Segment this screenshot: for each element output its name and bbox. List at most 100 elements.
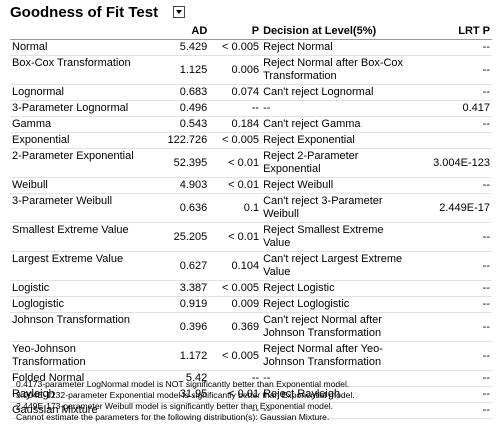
table-cell: Reject 2-Parameter Exponential (261, 148, 416, 178)
distribution-name: Johnson Transformation (10, 312, 154, 342)
table-cell (154, 402, 210, 419)
distribution-name: Normal (10, 39, 154, 56)
fit-table: AD P Decision at Level(5%) LRT P Normal 5.42… (10, 24, 492, 419)
table-cell: Reject Exponential (261, 132, 416, 149)
note-line: 2.449E-173-parameter Weibull model is si… (16, 401, 334, 411)
table-cell: 1.172 (154, 341, 210, 371)
table-cell: Can't reject Largest Extreme Value (261, 251, 416, 281)
table-cell: 0.009 (209, 296, 262, 313)
column-header: AD (154, 24, 210, 40)
table-cell: -- (209, 370, 262, 387)
table-cell: Reject Rayleigh (261, 386, 416, 403)
table-cell: -- (261, 402, 416, 419)
table-cell: -- (415, 39, 492, 56)
table-cell: 0.396 (154, 312, 210, 342)
dropdown-button[interactable] (173, 6, 185, 18)
distribution-name: Smallest Extreme Value (10, 222, 154, 252)
table-row: 3-Parameter Lognormal 0.496 -- -- 0.417 (10, 100, 492, 117)
table-cell: -- (415, 177, 492, 194)
table-cell: 3.387 (154, 280, 210, 297)
table-cell: -- (415, 296, 492, 313)
table-cell: -- (415, 222, 492, 252)
table-cell: -- (261, 100, 416, 117)
table-cell: 0.1 (209, 193, 262, 223)
table-row: Normal 5.429 < 0.005 Reject Normal -- (10, 39, 492, 56)
table-cell: -- (415, 280, 492, 297)
table-cell: 0.417 (415, 100, 492, 117)
table-cell: -- (415, 55, 492, 85)
table-cell: Reject Normal after Box-Cox Transformati… (261, 55, 416, 85)
table-cell: 5.42 (154, 370, 210, 387)
table-cell: 4.903 (154, 177, 210, 194)
table-cell: -- (209, 402, 262, 419)
table-cell: < 0.005 (209, 39, 262, 56)
distribution-name: Yeo-Johnson Transformation (10, 341, 154, 371)
table-cell: -- (261, 370, 416, 387)
table-cell: Reject Normal after Yeo-Johnson Transfor… (261, 341, 416, 371)
column-header: P (209, 24, 262, 40)
note-line: 0.4173-parameter LogNormal model is NOT … (16, 379, 350, 389)
distribution-name: Exponential (10, 132, 154, 149)
table-cell: -- (415, 312, 492, 342)
table-cell: -- (415, 402, 492, 419)
notes: 0.4173-parameter LogNormal model is NOT … (16, 379, 355, 423)
table-cell: 0.627 (154, 251, 210, 281)
table-row: Largest Extreme Value 0.627 0.104 Can't rej… (10, 251, 492, 281)
table-cell: < 0.01 (209, 386, 262, 403)
table-cell: < 0.01 (209, 177, 262, 194)
table-cell: 0.369 (209, 312, 262, 342)
table-cell: Reject Loglogistic (261, 296, 416, 313)
table-cell: -- (415, 370, 492, 387)
table-cell: 25.205 (154, 222, 210, 252)
distribution-name: Weibull (10, 177, 154, 194)
table-row: Johnson Transformation 0.396 0.369 Can't re… (10, 312, 492, 342)
distribution-name: 3-Parameter Weibull (10, 193, 154, 223)
distribution-name: Gamma (10, 116, 154, 133)
table-body: Normal 5.429 < 0.005 Reject Normal -- Box-Cox… (10, 39, 492, 419)
table-cell (415, 132, 492, 149)
table-cell: 0.104 (209, 251, 262, 281)
table-cell: Can't reject Lognormal (261, 84, 416, 101)
table-cell: -- (415, 251, 492, 281)
table-row: Gaussian Mixture -- -- -- (10, 402, 492, 419)
column-header: Decision at Level(5%) (261, 24, 416, 40)
table-cell: < 0.005 (209, 132, 262, 149)
table-row: 3-Parameter Weibull 0.636 0.1 Can't reject … (10, 193, 492, 223)
table-row: 2-Parameter Exponential 52.395 < 0.01 Rejec… (10, 148, 492, 178)
table-cell: 1.125 (154, 55, 210, 85)
note-line: Cannot estimate the parameters for the f… (16, 412, 330, 422)
table-cell: -- (415, 386, 492, 403)
distribution-name: Largest Extreme Value (10, 251, 154, 281)
note-line: 3.004E-1232-parameter Exponential model … (16, 390, 355, 400)
table-row: Folded Normal 5.42 -- -- -- (10, 370, 492, 387)
table-cell: Can't reject Gamma (261, 116, 416, 133)
table-cell: 5.429 (154, 39, 210, 56)
table-cell: 0.496 (154, 100, 210, 117)
table-cell: < 0.01 (209, 222, 262, 252)
distribution-name: 2-Parameter Exponential (10, 148, 154, 178)
table-row: Rayleigh 31.95 < 0.01 Reject Rayleigh -- (10, 386, 492, 403)
table-cell: < 0.005 (209, 341, 262, 371)
table-row: Loglogistic 0.919 0.009 Reject Loglogistic -… (10, 296, 492, 313)
distribution-name: Folded Normal (10, 370, 154, 387)
distribution-name: 3-Parameter Lognormal (10, 100, 154, 117)
table-cell: Reject Logistic (261, 280, 416, 297)
table-cell: < 0.01 (209, 148, 262, 178)
distribution-name: Gaussian Mixture (10, 402, 154, 419)
table-cell: Can't reject Normal after Johnson Transf… (261, 312, 416, 342)
table-row: Yeo-Johnson Transformation 1.172 < 0.005 Re… (10, 341, 492, 371)
table-cell: -- (415, 341, 492, 371)
table-cell: 2.449E-17 (415, 193, 492, 223)
table-row: Exponential 122.726 < 0.005 Reject Exponent… (10, 132, 492, 149)
distribution-name: Logistic (10, 280, 154, 297)
table-row: Box-Cox Transformation 1.125 0.006 Reject N… (10, 55, 492, 85)
distribution-name: Box-Cox Transformation (10, 55, 154, 85)
table-cell: Reject Smallest Extreme Value (261, 222, 416, 252)
column-header: LRT P (415, 24, 492, 40)
header-row: AD P Decision at Level(5%) LRT P (10, 24, 492, 40)
table-cell: 52.395 (154, 148, 210, 178)
distribution-name: Rayleigh (10, 386, 154, 403)
table-row: Lognormal 0.683 0.074 Can't reject Lognorma… (10, 84, 492, 101)
table-cell: -- (415, 116, 492, 133)
